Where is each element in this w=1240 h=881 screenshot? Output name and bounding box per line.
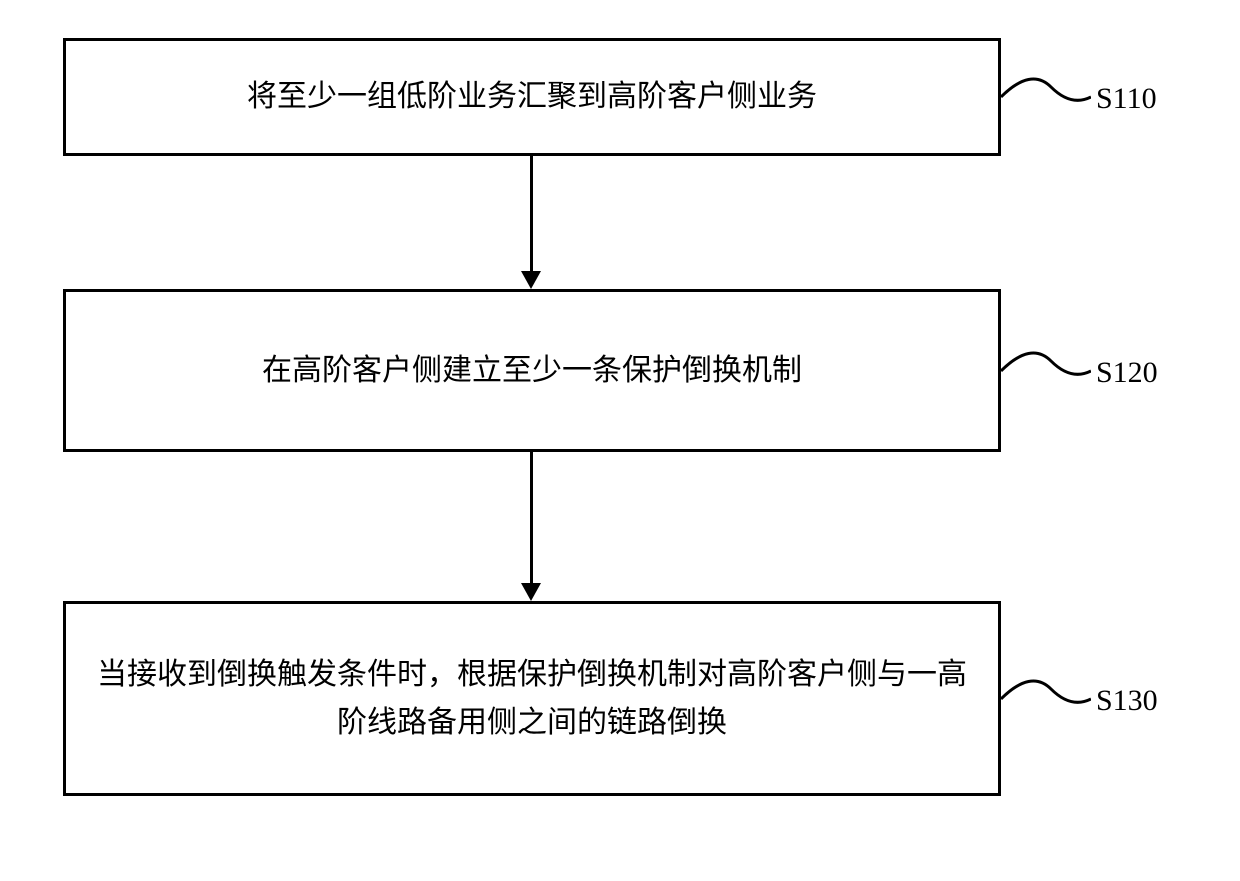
connector-2 (1001, 346, 1091, 396)
arrow-2-3-line (530, 452, 533, 585)
box-2-text: 在高阶客户侧建立至少一条保护倒换机制 (262, 347, 802, 395)
flowchart-box-2: 在高阶客户侧建立至少一条保护倒换机制 (63, 289, 1001, 452)
label-s130: S130 (1096, 684, 1158, 718)
connector-1 (1001, 72, 1091, 122)
arrow-1-2-line (530, 156, 533, 273)
flowchart-box-3: 当接收到倒换触发条件时，根据保护倒换机制对高阶客户侧与一高阶线路备用侧之间的链路… (63, 601, 1001, 796)
box-3-text: 当接收到倒换触发条件时，根据保护倒换机制对高阶客户侧与一高阶线路备用侧之间的链路… (86, 651, 978, 747)
arrow-2-3-head (521, 583, 541, 601)
arrow-1-2-head (521, 271, 541, 289)
flowchart-container: 将至少一组低阶业务汇聚到高阶客户侧业务 S110 在高阶客户侧建立至少一条保护倒… (0, 0, 1240, 881)
box-1-text: 将至少一组低阶业务汇聚到高阶客户侧业务 (247, 73, 817, 121)
connector-3 (1001, 674, 1091, 724)
label-s110: S110 (1096, 82, 1157, 116)
label-s120: S120 (1096, 356, 1158, 390)
flowchart-box-1: 将至少一组低阶业务汇聚到高阶客户侧业务 (63, 38, 1001, 156)
